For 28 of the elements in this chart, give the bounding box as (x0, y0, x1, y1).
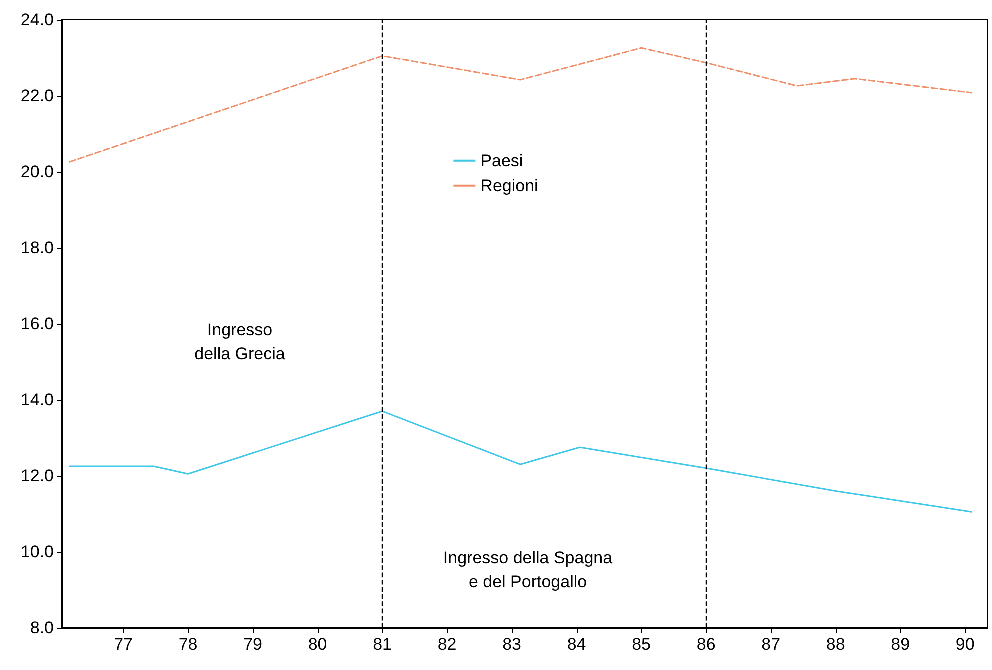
annotation: Ingresso della Grecia (194, 320, 286, 364)
y-tick-label: 10.0 (20, 542, 54, 562)
y-tick-label: 8.0 (30, 618, 54, 638)
x-tick-label: 77 (114, 635, 133, 654)
x-tick-label: 80 (308, 635, 328, 654)
y-tick-label: 24.0 (20, 10, 54, 30)
x-tick-label: 89 (891, 635, 910, 654)
y-tick-label: 22.0 (20, 86, 54, 106)
line-series (69, 410, 973, 513)
legend-label: Regioni (480, 176, 538, 196)
y-tick-label: 18.0 (20, 238, 54, 258)
annotation: Ingresso della Spagna e del Portogallo (443, 548, 614, 592)
x-tick-label: 78 (178, 635, 198, 654)
legend-label: Paesi (480, 151, 524, 170)
x-tick-label: 82 (438, 635, 457, 654)
x-tick-label: 85 (632, 635, 652, 654)
y-tick-label: 20.0 (20, 162, 54, 182)
y-tick-label: 12.0 (20, 466, 54, 486)
y-tick-label: 14.0 (20, 390, 54, 410)
x-tick-label: 83 (502, 635, 522, 654)
x-tick-label: 88 (826, 635, 846, 654)
x-tick-label: 86 (696, 635, 716, 654)
y-tick-label: 16.0 (20, 314, 54, 334)
x-tick-label: 84 (567, 635, 586, 654)
x-tick-label: 81 (373, 635, 392, 654)
x-tick-label: 87 (762, 635, 781, 654)
x-tick-label: 90 (956, 635, 975, 654)
x-tick-label: 79 (244, 635, 262, 654)
